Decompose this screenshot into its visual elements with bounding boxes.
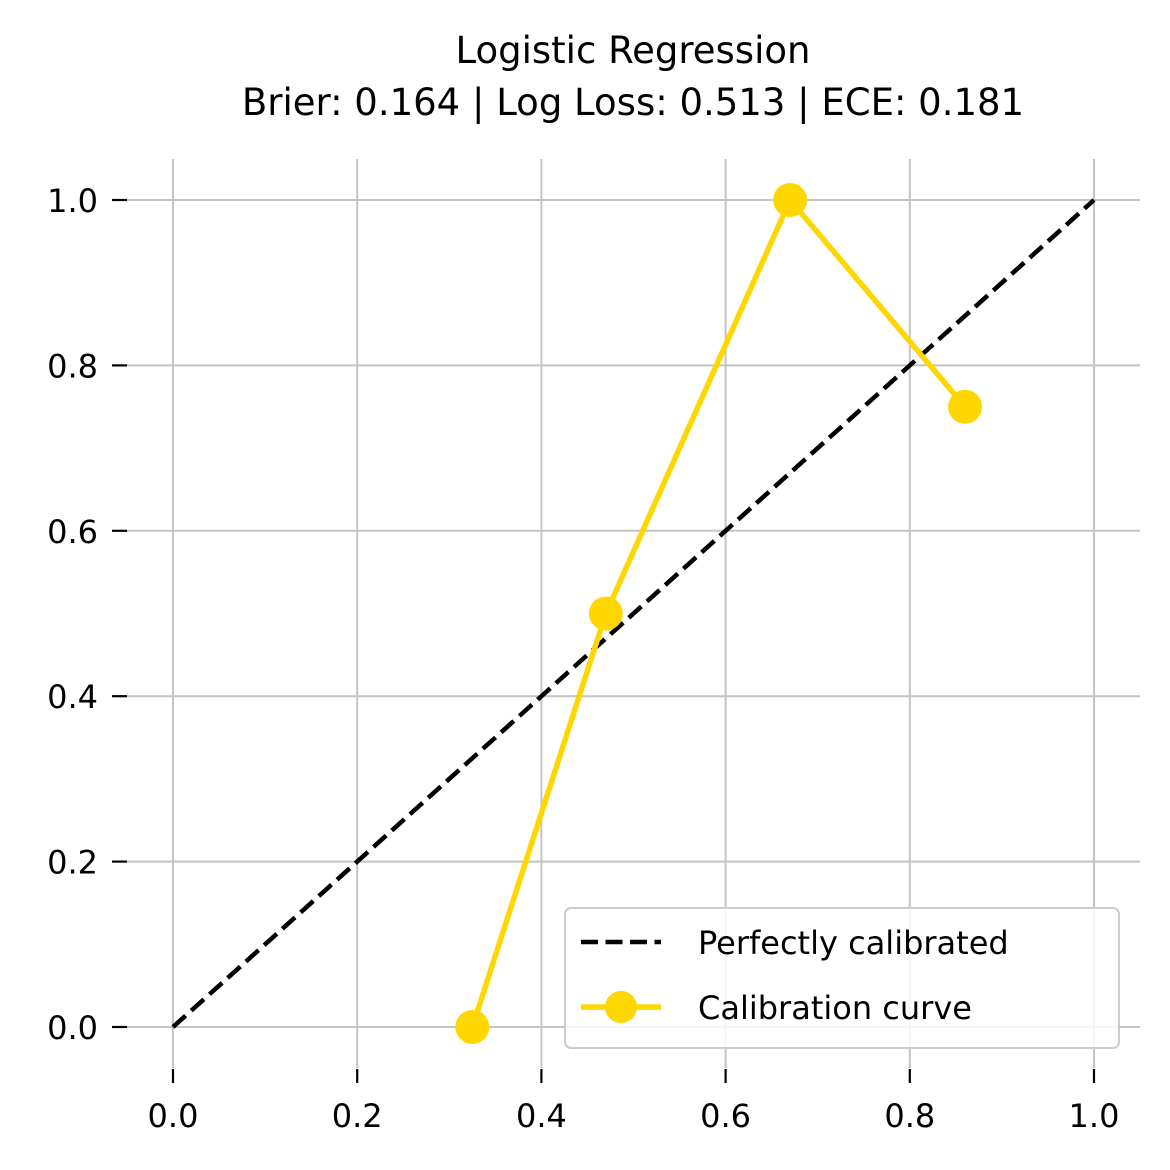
y-tick-label-5: 1.0 <box>47 182 98 220</box>
legend-frame <box>564 907 1120 1049</box>
series-line-perfectly-calibrated <box>171 198 1096 1029</box>
legend-label-perfectly-calibrated: Perfectly calibrated <box>698 924 1009 962</box>
x-tick-label-0: 0.0 <box>148 1097 199 1135</box>
x-axis: 0.0 0.2 0.4 0.6 0.8 1.0 <box>148 1069 1120 1135</box>
y-tick-label-4: 0.8 <box>47 347 98 385</box>
y-tick-label-1: 0.2 <box>47 844 98 882</box>
y-tick-label-0: 0.0 <box>47 1009 98 1047</box>
grid <box>127 159 1140 1068</box>
data-point-1 <box>588 596 623 631</box>
data-point-0 <box>455 1010 490 1044</box>
plot-series <box>171 183 1096 1044</box>
x-tick-label-5: 1.0 <box>1069 1097 1120 1135</box>
legend-label-calibration-curve: Calibration curve <box>698 989 972 1027</box>
legend-marker-calibration-curve <box>605 991 637 1023</box>
series-line-calibration-curve <box>469 197 968 1028</box>
legend: Perfectly calibrated Calibration curve <box>564 907 1120 1049</box>
data-point-3 <box>948 389 983 424</box>
chart-title: Logistic Regression <box>456 29 811 72</box>
x-tick-label-4: 0.8 <box>884 1097 935 1135</box>
x-tick-label-1: 0.2 <box>332 1097 383 1135</box>
y-tick-label-2: 0.4 <box>47 678 98 716</box>
chart-subtitle: Brier: 0.164 | Log Loss: 0.513 | ECE: 0.… <box>242 81 1024 124</box>
x-tick-label-2: 0.4 <box>516 1097 567 1135</box>
y-tick-label-3: 0.6 <box>47 513 98 551</box>
x-tick-label-3: 0.6 <box>700 1097 751 1135</box>
y-axis: 0.0 0.2 0.4 0.6 0.8 1.0 <box>47 182 127 1047</box>
data-point-2 <box>773 183 808 217</box>
